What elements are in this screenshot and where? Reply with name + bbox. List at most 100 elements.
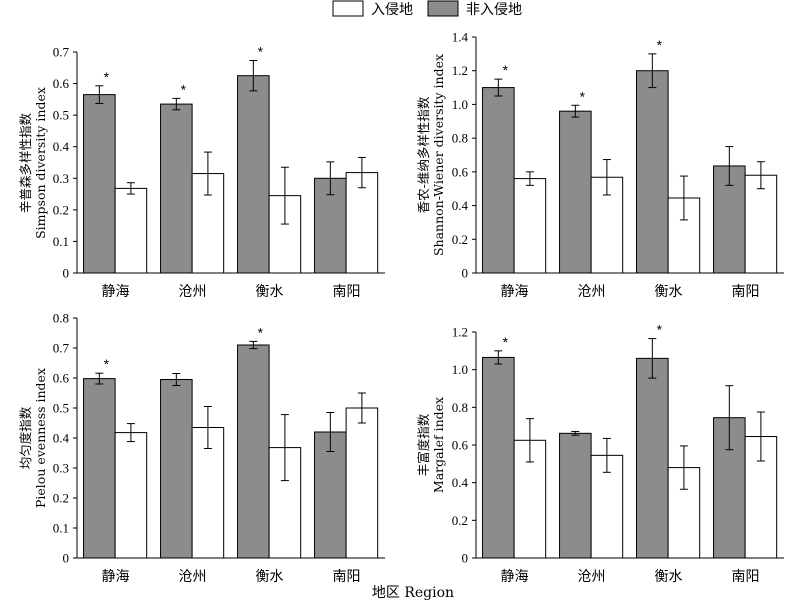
category-label: 衡水 xyxy=(655,284,683,300)
significance-marker: * xyxy=(503,62,509,78)
y-axis-label-en: Margalef index xyxy=(431,397,446,493)
category-label: 南阳 xyxy=(732,284,760,300)
y-tick-label: 1.2 xyxy=(452,63,468,78)
y-axis-label: 辛普森多样性指数Simpson diversity index xyxy=(18,87,48,239)
significance-marker: * xyxy=(258,44,264,60)
y-tick-label: 0 xyxy=(63,551,70,566)
significance-marker: * xyxy=(657,37,663,53)
chart-panel-3: 0 0.1 0.2 0.3 0.4 0.5 0.6 0.7 0.8 均匀度指数Pielou eve… xyxy=(18,311,385,585)
category-label: 沧州 xyxy=(179,568,207,585)
legend-label-invaded: 入侵地 xyxy=(371,1,413,18)
bar-non-invaded xyxy=(636,70,669,274)
y-tick-label: 0 xyxy=(462,266,469,281)
legend-swatch-non-invaded xyxy=(427,0,459,17)
y-tick-label: 1.4 xyxy=(452,30,469,45)
y-axis-label-cn: 均匀度指数 xyxy=(18,406,33,469)
y-tick-label: 0.4 xyxy=(452,475,469,490)
y-tick-label: 0.1 xyxy=(53,521,69,536)
y-tick-label: 0.6 xyxy=(53,371,70,386)
bar-non-invaded xyxy=(83,94,116,274)
y-tick-label: 0 xyxy=(462,551,469,566)
category-label: 沧州 xyxy=(578,568,606,585)
y-axis-label: 均匀度指数Pielou evenness index xyxy=(18,368,48,508)
legend-swatch-invaded xyxy=(332,0,364,17)
chart-panel-2: 0 0.2 0.4 0.6 0.8 1.0 1.2 1.4 香农-维纳多样性指数Shannon-… xyxy=(416,30,784,300)
y-tick-label: 0.6 xyxy=(53,76,70,91)
x-axis-label: 地区 Region xyxy=(372,585,454,601)
legend: 入侵地 非入侵地 xyxy=(332,0,522,18)
bar-invaded xyxy=(345,407,379,559)
category-label: 衡水 xyxy=(655,569,683,585)
y-tick-label: 0.4 xyxy=(452,198,469,213)
y-axis-label-cn: 辛普森多样性指数 xyxy=(18,113,33,214)
bar-invaded xyxy=(513,178,547,274)
bar-invaded xyxy=(114,432,148,559)
y-axis-label-cn: 香农-维纳多样性指数 xyxy=(416,96,431,213)
category-label: 沧州 xyxy=(179,283,207,300)
y-tick-label: 0.7 xyxy=(53,45,70,60)
category-label: 南阳 xyxy=(732,569,760,585)
y-tick-label: 0.5 xyxy=(53,108,69,123)
bar-invaded xyxy=(191,427,225,559)
bar-non-invaded xyxy=(237,344,270,559)
significance-marker: * xyxy=(503,334,509,350)
category-label: 南阳 xyxy=(333,284,361,300)
category-label: 南阳 xyxy=(333,569,361,585)
y-tick-label: 0.6 xyxy=(452,438,469,453)
chart-panel-4: 0 0.2 0.4 0.6 0.8 1.0 1.2 丰富度指数Margalef index * 静… xyxy=(416,322,784,585)
significance-marker: * xyxy=(580,88,586,104)
y-axis-label-cn: 丰富度指数 xyxy=(416,413,431,476)
legend-label-non-invaded: 非入侵地 xyxy=(466,1,522,18)
category-label: 衡水 xyxy=(256,569,284,585)
y-tick-label: 1.0 xyxy=(452,97,468,112)
category-label: 静海 xyxy=(501,284,529,300)
significance-marker: * xyxy=(181,81,187,97)
y-tick-label: 0.1 xyxy=(53,234,69,249)
category-label: 静海 xyxy=(501,569,529,585)
category-label: 沧州 xyxy=(578,283,606,300)
y-tick-label: 0.5 xyxy=(53,401,69,416)
y-tick-label: 0.4 xyxy=(53,431,70,446)
bar-non-invaded xyxy=(559,110,592,274)
y-tick-label: 0 xyxy=(63,266,70,281)
bar-non-invaded xyxy=(559,432,592,559)
y-tick-label: 0.7 xyxy=(53,341,70,356)
y-tick-label: 0.3 xyxy=(53,171,69,186)
y-tick-label: 1.2 xyxy=(452,325,468,340)
bar-non-invaded xyxy=(83,378,116,559)
y-tick-label: 0.8 xyxy=(452,131,468,146)
y-tick-label: 1.0 xyxy=(452,362,468,377)
significance-marker: * xyxy=(104,69,110,85)
bar-non-invaded xyxy=(160,379,193,559)
bar-non-invaded xyxy=(636,357,669,559)
chart-panels: 0 0.1 0.2 0.3 0.4 0.5 0.6 0.7 辛普森多样性指数Simpson di… xyxy=(18,30,784,585)
y-tick-label: 0.2 xyxy=(53,202,69,217)
y-axis-label-en: Simpson diversity index xyxy=(33,87,48,239)
y-tick-label: 0.2 xyxy=(452,513,468,528)
significance-marker: * xyxy=(657,322,663,338)
significance-marker: * xyxy=(104,356,110,372)
category-label: 静海 xyxy=(102,569,130,585)
y-tick-label: 0.8 xyxy=(53,311,69,326)
bar-non-invaded xyxy=(160,103,193,274)
category-label: 静海 xyxy=(102,284,130,300)
y-tick-label: 0.2 xyxy=(53,491,69,506)
y-tick-label: 0.4 xyxy=(53,139,70,154)
y-tick-label: 0.3 xyxy=(53,461,69,476)
y-axis-label: 香农-维纳多样性指数Shannon-Wiener diversity index xyxy=(416,54,446,256)
chart-panel-1: 0 0.1 0.2 0.3 0.4 0.5 0.6 0.7 辛普森多样性指数Simpson di… xyxy=(18,44,385,300)
significance-marker: * xyxy=(258,324,264,340)
bar-non-invaded xyxy=(314,431,347,559)
bar-invaded xyxy=(345,172,379,274)
bar-non-invaded xyxy=(482,87,515,274)
y-tick-label: 0.8 xyxy=(452,400,468,415)
y-axis-label-en: Pielou evenness index xyxy=(33,368,48,508)
y-axis-label: 丰富度指数Margalef index xyxy=(416,397,446,493)
bar-invaded xyxy=(114,187,148,274)
y-tick-label: 0.6 xyxy=(452,164,469,179)
bar-non-invaded xyxy=(237,75,270,274)
bar-invaded xyxy=(744,174,778,274)
category-label: 衡水 xyxy=(256,284,284,300)
y-tick-label: 0.2 xyxy=(452,232,468,247)
